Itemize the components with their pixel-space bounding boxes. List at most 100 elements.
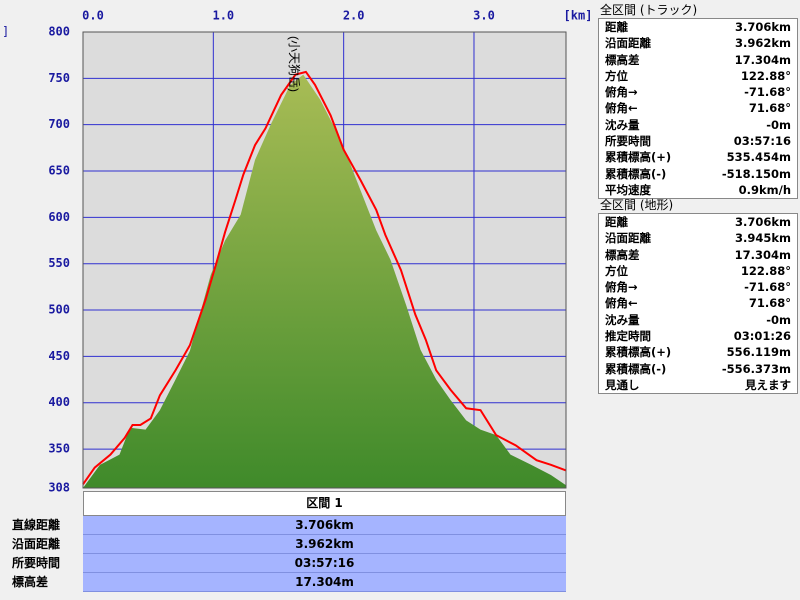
terrain-panel: 全区間 (地形) 距離 3.706km 沿面距離 3.945km 標高差 17.304m 方位… — [598, 197, 798, 395]
panel-row: 俯角→ -71.68° — [599, 84, 797, 100]
panel-row: 累積標高(+) 556.119m — [599, 344, 797, 360]
panel-row-label: 累積標高(-) — [605, 361, 667, 376]
panel-row: 標高差 17.304m — [599, 247, 797, 263]
panel-row-label: 俯角← — [605, 101, 638, 116]
y-tick-label: 700 — [48, 117, 70, 131]
x-tick-label: 1.0 — [212, 9, 234, 23]
x-tick-label: 2.0 — [343, 9, 365, 23]
panel-row-value: 3.962km — [734, 36, 791, 51]
y-tick-label: 650 — [48, 164, 70, 178]
panel-row-label: 沈み量 — [605, 312, 640, 327]
section-row-value: 3.706km — [83, 516, 566, 535]
panel-row: 方位 122.88° — [599, 68, 797, 84]
panel-row-value: -71.68° — [744, 85, 791, 100]
panel-table: 距離 3.706km 沿面距離 3.945km 標高差 17.304m 方位 122.88° 俯… — [598, 213, 798, 395]
panel-row: 所要時間 03:57:16 — [599, 133, 797, 149]
panel-row-label: 方位 — [605, 263, 628, 278]
y-tick-label: 450 — [48, 349, 70, 363]
panel-row-value: 17.304m — [734, 247, 791, 262]
panel-row-value: -0m — [766, 117, 791, 132]
panel-row-label: 推定時間 — [605, 329, 651, 344]
panel-row-label: 沈み量 — [605, 117, 640, 132]
panel-row-label: 沿面距離 — [605, 36, 651, 51]
panel-row-label: 距離 — [605, 20, 628, 34]
panel-row-label: 累積標高(+) — [605, 345, 672, 360]
panel-row: 沈み量 -0m — [599, 117, 797, 133]
track-panel: 全区間 (トラック) 距離 3.706km 沿面距離 3.962km 標高差 17.304m… — [598, 2, 798, 200]
panel-row-label: 累積標高(+) — [605, 150, 672, 165]
panel-row-label: 俯角→ — [605, 85, 638, 100]
peak-annotation: (小天狗岳) — [287, 36, 301, 92]
y-tick-label: 308 — [48, 481, 70, 495]
panel-row: 距離 3.706km — [599, 214, 797, 230]
panel-row-value: -518.150m — [721, 166, 791, 181]
panel-row-value: 3.945km — [734, 231, 791, 246]
y-tick-label: 800 — [48, 25, 70, 39]
panel-row: 方位 122.88° — [599, 263, 797, 279]
section-row-value: 3.962km — [83, 535, 566, 554]
section-row-label: 標高差 — [12, 575, 49, 589]
panel-row-value: -0m — [766, 312, 791, 327]
panel-row-value: 3.706km — [734, 20, 791, 34]
track-line — [82, 70, 567, 485]
y-tick-label: 550 — [48, 256, 70, 270]
panel-row-label: 俯角← — [605, 296, 638, 311]
panel-row-label: 距離 — [605, 215, 628, 229]
section-row-value: 17.304m — [83, 573, 566, 592]
panel-row-label: 俯角→ — [605, 280, 638, 295]
panel-row: 沈み量 -0m — [599, 312, 797, 328]
panel-row-value: 122.88° — [740, 263, 791, 278]
plot-border — [82, 31, 567, 489]
panel-row: 俯角← 71.68° — [599, 100, 797, 116]
section-row-label: 直線距離 — [12, 518, 61, 532]
panel-row: 標高差 17.304m — [599, 52, 797, 68]
panel-row-label: 平均速度 — [605, 182, 651, 197]
panel-row-value: 122.88° — [740, 68, 791, 83]
section-row-label: 沿面距離 — [12, 537, 61, 551]
y-tick-label: 600 — [48, 210, 70, 224]
panel-title: 全区間 (トラック) — [600, 3, 698, 17]
panel-row: 平均速度 0.9km/h — [599, 182, 797, 198]
panel-row: 累積標高(-) -556.373m — [599, 361, 797, 377]
panel-row: 俯角→ -71.68° — [599, 279, 797, 295]
panel-row-label: 累積標高(-) — [605, 166, 667, 181]
panel-table: 距離 3.706km 沿面距離 3.962km 標高差 17.304m 方位 122.88° 俯… — [598, 18, 798, 200]
panel-title: 全区間 (地形) — [600, 198, 674, 212]
panel-row: 沿面距離 3.962km — [599, 35, 797, 51]
panel-row: 距離 3.706km — [599, 19, 797, 35]
panel-row-label: 見通し — [605, 377, 640, 392]
x-tick-label: 0.0 — [82, 9, 104, 23]
plot: 0.0 1.0 2.0 3.0 308 350 400 450 500 550 600 650 700 7… — [48, 9, 567, 495]
y-tick-label: 750 — [48, 71, 70, 85]
x-tick-label: 3.0 — [473, 9, 495, 23]
panel-row-label: 標高差 — [605, 52, 640, 67]
panel-row-label: 沿面距離 — [605, 231, 651, 246]
section-header: 区間 1 — [83, 491, 566, 516]
panel-row-label: 所要時間 — [605, 134, 651, 149]
y-tick-label: 350 — [48, 442, 70, 456]
terrain-area — [83, 74, 566, 488]
y-tick-label: 500 — [48, 303, 70, 317]
panel-row: 沿面距離 3.945km — [599, 230, 797, 246]
x-axis-label: [km] — [564, 9, 593, 23]
panel-row-value: -71.68° — [744, 280, 791, 295]
panel-row: 累積標高(-) -518.150m — [599, 166, 797, 182]
panel-row-value: 535.454m — [726, 150, 791, 165]
panel-row-value: 0.9km/h — [738, 182, 791, 197]
panel-row-value: 71.68° — [748, 296, 791, 311]
section-row-label: 所要時間 — [12, 556, 61, 570]
panel-row-value: 03:57:16 — [733, 134, 791, 149]
panel-row-value: 71.68° — [748, 101, 791, 116]
panel-row-value: -556.373m — [721, 361, 791, 376]
panel-row-value: 03:01:26 — [733, 329, 791, 344]
panel-row-value: 見えます — [745, 377, 791, 392]
panel-row: 累積標高(+) 535.454m — [599, 149, 797, 165]
y-axis-label: ] — [2, 25, 9, 39]
panel-row: 見通し 見えます — [599, 377, 797, 393]
panel-row: 推定時間 03:01:26 — [599, 328, 797, 344]
panel-row-value: 17.304m — [734, 52, 791, 67]
panel-row-label: 方位 — [605, 68, 628, 83]
y-tick-label: 400 — [48, 395, 70, 409]
